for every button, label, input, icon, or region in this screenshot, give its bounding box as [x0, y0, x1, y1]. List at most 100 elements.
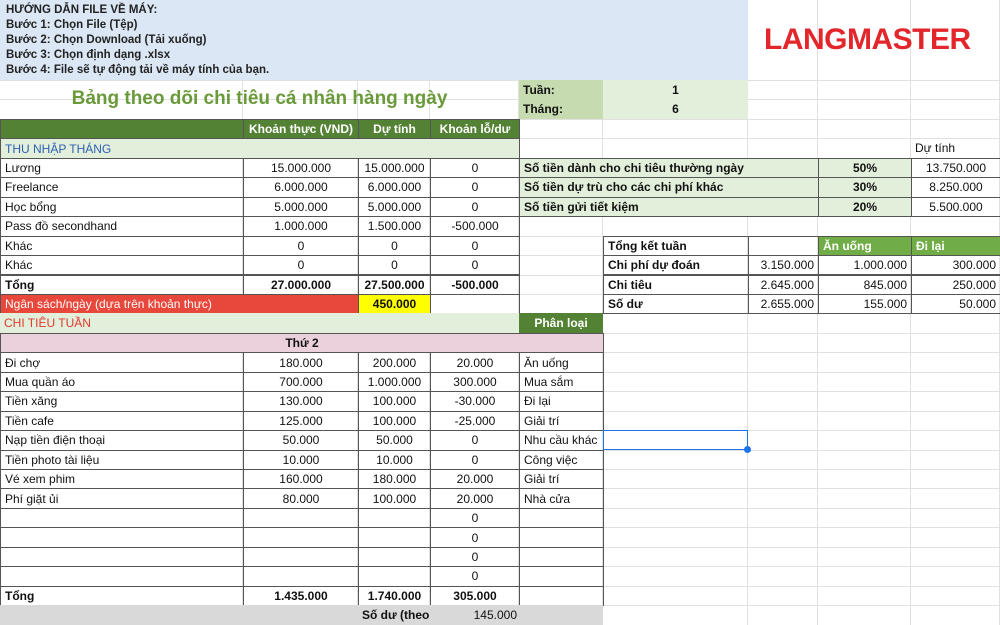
label: Tuần:	[519, 80, 603, 100]
total-cell: 1.435.000	[243, 585, 359, 607]
cell	[430, 293, 520, 315]
cell: 3.150.000	[748, 255, 819, 276]
cell: 300.000	[911, 255, 1000, 276]
instructions-title: HƯỚNG DẪN FILE VỀ MÁY:	[6, 3, 158, 16]
cell: 0	[243, 235, 359, 257]
cell: Khác	[0, 235, 244, 257]
total-cell: 305.000	[430, 585, 520, 607]
cell: 100.000	[358, 391, 431, 412]
cell: Tiền xăng	[0, 391, 244, 412]
grid-line	[0, 80, 1000, 81]
cell: 250.000	[911, 274, 1000, 295]
cell: Đi lại	[519, 391, 604, 412]
cell: Đi chợ	[0, 352, 244, 373]
selection-handle[interactable]	[744, 445, 751, 453]
selected-cell	[603, 430, 748, 450]
cell: Phí giặt ủi	[0, 488, 244, 509]
cell: 200.000	[358, 352, 431, 373]
cell: Ăn uống	[519, 352, 604, 373]
cell: Giải trí	[519, 410, 604, 432]
allocation-label: Số tiền dự trù cho các chi phí khác	[519, 177, 819, 198]
cell: 125.000	[243, 410, 359, 432]
total-cell: 27.000.000	[243, 274, 359, 295]
total-cell: 27.500.000	[358, 274, 431, 295]
grid-line	[0, 99, 1000, 101]
cell: 0	[430, 196, 520, 218]
cell: Số dư	[603, 293, 749, 315]
cell	[519, 585, 604, 607]
cell	[243, 546, 359, 568]
step: Bước 2: Chọn Download (Tải xuống)	[6, 33, 207, 46]
column-header: Khoản thực (VND)	[243, 118, 359, 140]
cell: 0	[358, 255, 431, 276]
cell: Giải trí	[519, 469, 604, 490]
cell	[519, 546, 604, 568]
daily-budget-value: 450.000	[358, 293, 431, 315]
cell: 130.000	[243, 391, 359, 412]
cell	[358, 566, 431, 587]
cell: 5.000.000	[243, 196, 359, 218]
cell: 6.000.000	[358, 177, 431, 198]
cell: Freelance	[0, 177, 244, 198]
step: Bước 4: File sẽ tự động tải về máy tính …	[6, 63, 270, 76]
sheet-title: Bảng theo dõi chi tiêu cá nhân hàng ngày	[71, 88, 448, 110]
grid-line	[518, 0, 519, 625]
cell: 0	[430, 177, 520, 198]
allocation-label: Số tiền dành cho chi tiêu thường ngày	[519, 157, 819, 179]
cell: 180.000	[358, 469, 431, 490]
cell: 2.655.000	[748, 293, 819, 315]
grid-line	[910, 0, 911, 625]
instructions: HƯỚNG DẪN FILE VỀ MÁY: Bước 1: Chọn File…	[0, 0, 748, 80]
daily-budget-label: Ngân sách/ngày (dựa trên khoản thực)	[0, 293, 359, 315]
cell: 50.000	[243, 430, 359, 451]
cell: 20.000	[430, 352, 520, 373]
cell: Lương	[0, 157, 244, 179]
cell	[519, 566, 604, 587]
logo: LANGMASTER	[764, 23, 971, 56]
cell: 0	[430, 235, 520, 257]
column-header: Đi lại	[911, 235, 1000, 257]
total-cell: -500.000	[430, 274, 520, 295]
cell: Chi phí dự đoán	[603, 255, 749, 276]
cell: -25.000	[430, 410, 520, 432]
balance-label: Số dư (theo	[358, 605, 430, 625]
cell: 10.000	[358, 449, 431, 470]
cell	[0, 527, 244, 548]
cell	[748, 235, 819, 257]
cell: 1.000.000	[243, 216, 359, 237]
section-header: CHI TIÊU TUẦN	[0, 313, 519, 333]
cell: Nhà cửa	[519, 488, 604, 509]
cell: 0	[430, 255, 520, 276]
column-header: Ăn uống	[818, 235, 912, 257]
cell: 6.000.000	[243, 177, 359, 198]
cell: 0	[430, 157, 520, 179]
allocation-percent: 30%	[818, 177, 912, 198]
grid-line	[747, 0, 748, 625]
cell: 1.000.000	[818, 255, 912, 276]
cell: 80.000	[243, 488, 359, 509]
cell: Vé xem phim	[0, 469, 244, 490]
cell: 155.000	[818, 293, 912, 315]
cell: 0	[430, 430, 520, 451]
column-header: Dự tính	[915, 141, 956, 156]
cell: 180.000	[243, 352, 359, 373]
cell	[0, 566, 244, 587]
cell: 15.000.000	[243, 157, 359, 179]
grid-line	[602, 0, 603, 625]
cell: 300.000	[430, 371, 520, 393]
total-cell: Tổng	[0, 585, 244, 607]
total-cell: 1.740.000	[358, 585, 431, 607]
cell: Nhu cầu khác	[519, 430, 604, 451]
allocation-percent: 50%	[818, 157, 912, 179]
cell	[0, 507, 244, 529]
cell: 20.000	[430, 469, 520, 490]
cell: 0	[430, 546, 520, 568]
cell: 5.000.000	[358, 196, 431, 218]
cell: 50.000	[911, 293, 1000, 315]
cell: Khác	[0, 255, 244, 276]
cell: Tiền cafe	[0, 410, 244, 432]
cell: Mua sắm	[519, 371, 604, 393]
cell: 20.000	[430, 488, 520, 509]
allocation-value: 13.750.000	[911, 157, 1000, 179]
cell	[358, 546, 431, 568]
